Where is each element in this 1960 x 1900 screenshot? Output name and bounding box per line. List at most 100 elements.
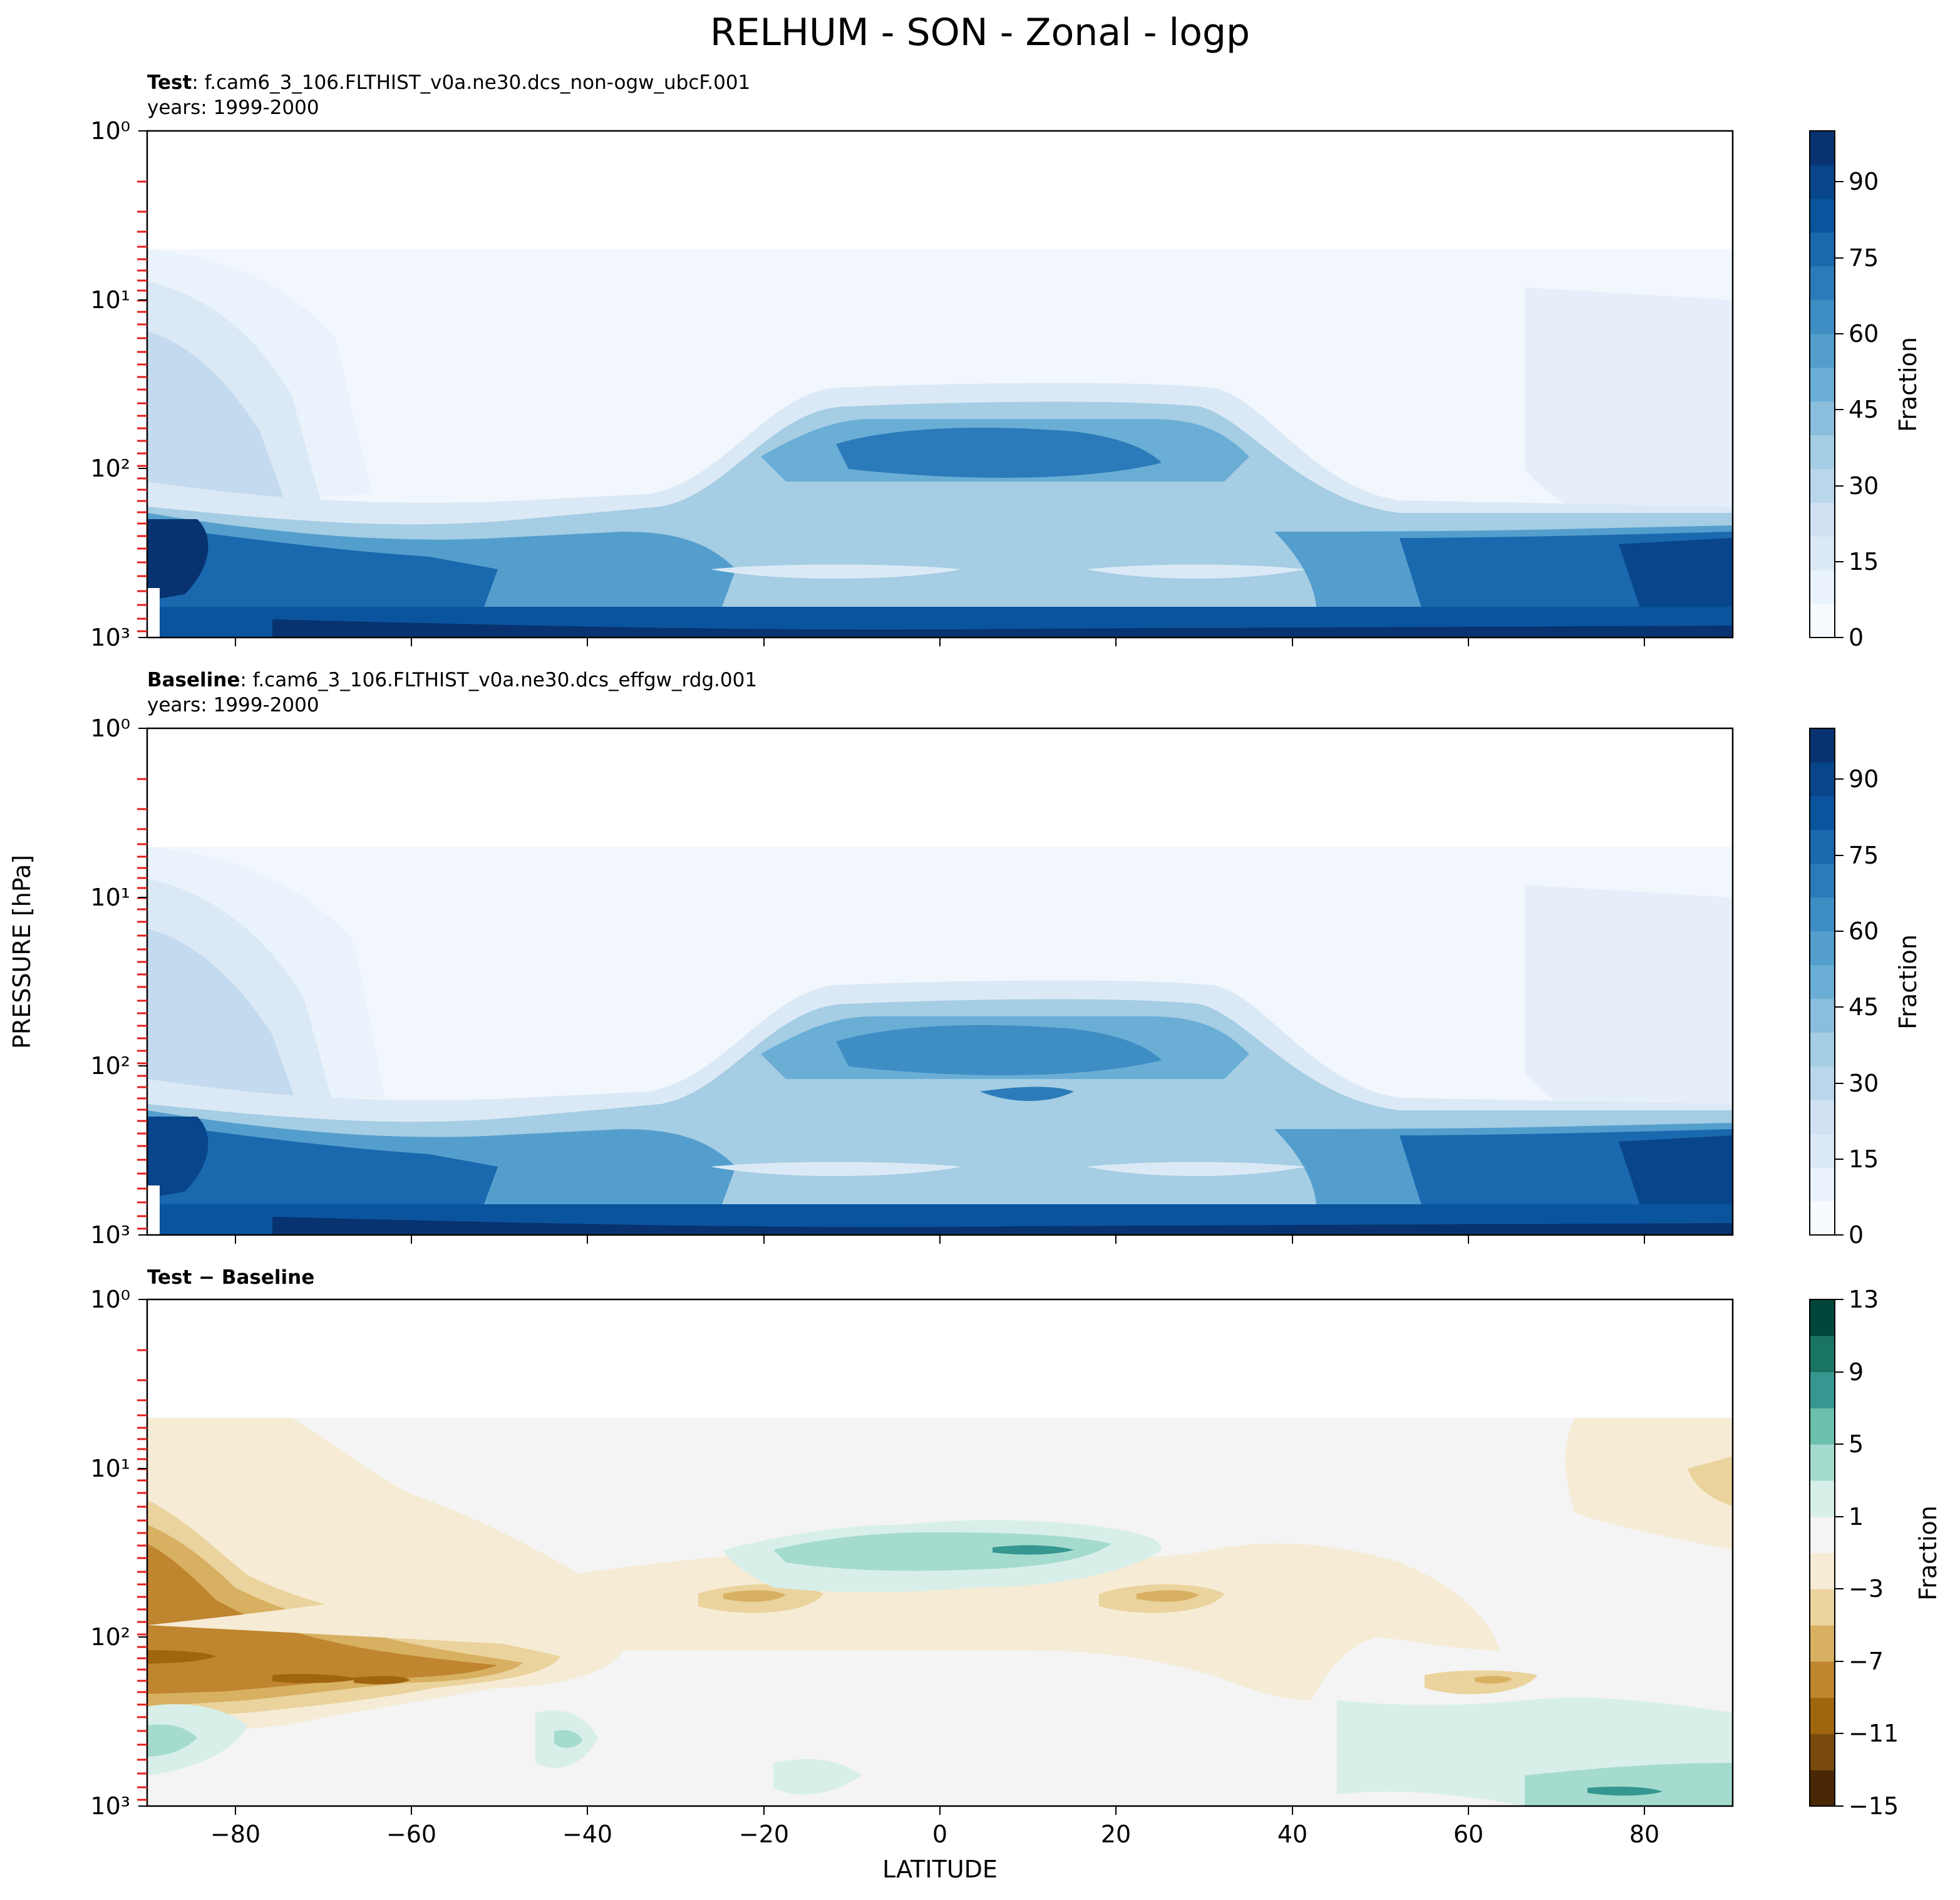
colorbar-band [1810,1733,1835,1770]
panel-difference-colorbar-tick: −15 [1849,1792,1899,1820]
panel-baseline-x-ticks [235,1235,1645,1244]
panel-difference-colorbar-bands [1810,1299,1835,1807]
panel-baseline-field [147,728,1733,1235]
panel-baseline-colorbar-tick: 60 [1849,917,1879,945]
panel-difference-colorbar-label: Fraction [1914,1505,1942,1601]
colorbar-band [1810,1589,1835,1626]
panel-difference-colorbar-tick: 13 [1849,1286,1879,1313]
colorbar-band [1810,131,1835,165]
panel-test-ytick-label: 10¹ [90,286,130,314]
colorbar-band [1810,502,1835,537]
colorbar-band [1810,1032,1835,1066]
colorbar-band [1810,232,1835,267]
panel-baseline-colorbar-tick: 90 [1849,765,1879,793]
panel-difference: Test − Baseline [90,1266,1942,1848]
x-tick-label: −60 [386,1820,436,1848]
colorbar-band [1810,536,1835,571]
panel-test-label-rest: : f.cam6_3_106.FLTHIST_v0a.ne30.dcs_non-… [192,71,750,94]
panel-test-y-ticks: 10⁰ 10¹ 10² 10³ [90,117,147,651]
panel-test-ytick-label: 10³ [90,624,130,651]
panel-test-colorbar-tick: 15 [1849,548,1879,576]
colorbar-band [1810,333,1835,368]
panel-test-field [147,131,1733,638]
panel-baseline-label-bold: Baseline [147,669,240,691]
colorbar-band [1810,1371,1835,1408]
panel-difference-ytick-label: 10¹ [90,1455,130,1482]
panel-test-colorbar-tick: 75 [1849,244,1879,272]
panel-baseline-label-rest: : f.cam6_3_106.FLTHIST_v0a.ne30.dcs_effg… [240,669,757,691]
colorbar-band [1810,1100,1835,1134]
colorbar-band [1810,1444,1835,1481]
panel-baseline-ytick-label: 10⁰ [90,715,130,742]
panel-test-label-bold: Test [147,71,192,94]
colorbar-band [1810,468,1835,503]
colorbar-band [1810,795,1835,830]
panel-test-label: Test: f.cam6_3_106.FLTHIST_v0a.ne30.dcs_… [147,71,750,94]
panel-difference-colorbar-tick: −3 [1849,1575,1884,1603]
panel-baseline-colorbar-tick: 0 [1849,1221,1864,1249]
figure-title: RELHUM - SON - Zonal - logp [710,11,1250,54]
panel-baseline-colorbar-tick: 30 [1849,1070,1879,1097]
colorbar-band [1810,1625,1835,1662]
panel-baseline-colorbar-tick: 45 [1849,993,1879,1021]
panel-difference-x-ticks: −80 −60 −40 −20 0 20 40 60 80 [210,1806,1659,1848]
panel-test-colorbar-tick: 30 [1849,472,1879,500]
panel-difference-ytick-label: 10² [90,1623,130,1651]
colorbar-band [1810,1299,1835,1336]
colorbar-band [1810,964,1835,999]
panel-difference-label-bold: Test − Baseline [147,1266,314,1289]
panel-baseline-label: Baseline: f.cam6_3_106.FLTHIST_v0a.ne30.… [147,669,757,691]
panel-difference-colorbar-tick: −7 [1849,1648,1884,1675]
panel-difference-level-ticks [137,1349,147,1801]
colorbar-band [1810,897,1835,932]
colorbar-band [1810,1167,1835,1202]
colorbar-band [1810,998,1835,1033]
panel-test-ytick-label: 10⁰ [90,117,130,145]
panel-difference-ytick-label: 10⁰ [90,1286,130,1313]
x-tick-label: 20 [1101,1820,1131,1848]
panel-test-colorbar-tick: 60 [1849,320,1879,348]
panel-test-colorbar: 0 15 30 45 60 75 90 Fraction [1809,130,1922,651]
x-tick-label: 0 [932,1820,947,1848]
colorbar-band [1810,931,1835,966]
colorbar-band [1810,1770,1835,1807]
colorbar-band [1810,435,1835,469]
colorbar-band [1810,299,1835,334]
panel-difference-colorbar: −15 −11 −7 −3 1 5 9 13 Fraction [1809,1286,1942,1820]
colorbar-band [1810,604,1835,638]
panel-baseline-colorbar-bands [1810,728,1835,1236]
x-tick-label: 80 [1629,1820,1659,1848]
colorbar-band [1810,1480,1835,1517]
y-axis-label: PRESSURE [hPa] [8,855,36,1049]
panel-difference-y-ticks: 10⁰ 10¹ 10² 10³ [90,1286,147,1820]
colorbar-band [1810,367,1835,402]
panel-baseline-ytick-label: 10³ [90,1221,130,1249]
panel-baseline-colorbar-tick: 15 [1849,1145,1879,1173]
colorbar-band [1810,1201,1835,1236]
panel-baseline-level-ticks [137,778,147,1230]
colorbar-band [1810,728,1835,763]
panel-difference-colorbar-tick: 5 [1849,1430,1864,1458]
panel-test-level-ticks [137,180,147,632]
x-tick-label: −20 [739,1820,789,1848]
panel-difference-field [147,1299,1733,1806]
colorbar-band [1810,266,1835,301]
colorbar-band [1810,1335,1835,1373]
panel-test-colorbar-tick: 0 [1849,624,1864,651]
panel-baseline-colorbar: 0 15 30 45 60 75 90 Fraction [1809,728,1922,1249]
panel-baseline-ytick-label: 10² [90,1052,130,1080]
x-axis-label: LATITUDE [882,1856,998,1883]
panel-test-colorbar-label: Fraction [1894,337,1922,432]
x-tick-label: 60 [1453,1820,1483,1848]
panel-baseline: Baseline: f.cam6_3_106.FLTHIST_v0a.ne30.… [90,669,1922,1249]
panel-test-colorbar-bands [1810,131,1835,638]
colorbar-band [1810,1133,1835,1168]
panel-test-x-ticks [235,638,1645,646]
x-tick-label: −40 [562,1820,612,1848]
x-tick-label: 40 [1277,1820,1308,1848]
panel-test-years: years: 1999-2000 [147,96,319,119]
panel-baseline-colorbar-tick: 75 [1849,842,1879,869]
panel-difference-label: Test − Baseline [147,1266,314,1289]
panel-test-colorbar-tick: 90 [1849,168,1879,195]
